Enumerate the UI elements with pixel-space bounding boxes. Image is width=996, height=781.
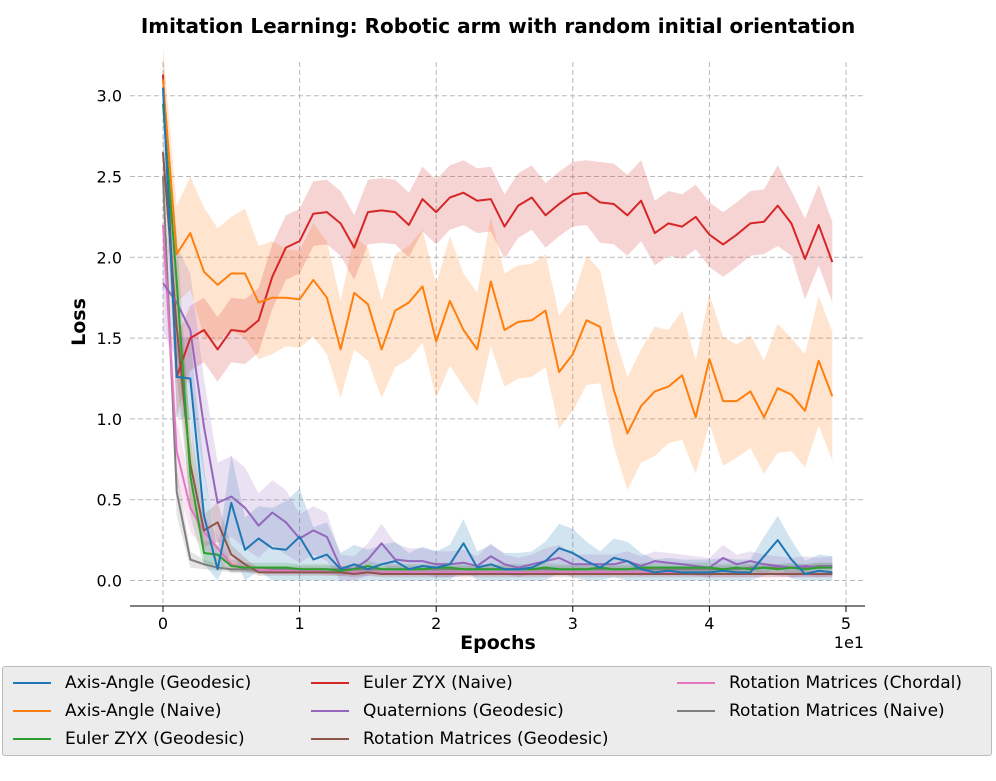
series-line-3: [162, 74, 834, 378]
chart-title: Imitation Learning: Robotic arm with ran…: [140, 14, 856, 38]
series-line-2: [162, 103, 833, 572]
legend-label: Rotation Matrices (Chordal): [729, 673, 962, 693]
x-axis-label: Epochs: [460, 632, 536, 654]
legend-swatch: [677, 710, 715, 712]
legend-swatch: [13, 738, 51, 740]
legend-item: Rotation Matrices (Naive): [677, 701, 945, 721]
x-offset-label: 1e1: [834, 633, 864, 652]
legend-swatch: [13, 682, 51, 684]
y-tick-label: 2.0: [97, 248, 122, 267]
legend-item: Euler ZYX (Geodesic): [13, 729, 245, 749]
legend-swatch: [311, 682, 349, 684]
legend-label: Rotation Matrices (Geodesic): [363, 729, 609, 749]
y-tick-label: 0.5: [97, 491, 122, 510]
y-tick-label: 3.0: [97, 87, 122, 106]
legend-label: Axis-Angle (Geodesic): [65, 673, 252, 693]
legend-item: Rotation Matrices (Geodesic): [311, 729, 609, 749]
y-tick-label: 1.0: [97, 410, 122, 429]
x-tick-label: 2: [431, 614, 441, 633]
legend-label: Rotation Matrices (Naive): [729, 701, 945, 721]
series-band-3: [163, 58, 833, 418]
x-tick-label: 3: [568, 614, 578, 633]
series-line-0: [162, 87, 833, 575]
legend-item: Axis-Angle (Geodesic): [13, 673, 251, 693]
series-band-1: [163, 47, 833, 490]
x-tick-label: 4: [704, 614, 714, 633]
band-layer: [163, 47, 833, 581]
x-tick-label: 0: [158, 614, 168, 633]
legend-item: Euler ZYX (Naive): [311, 673, 513, 693]
series-line-1: [162, 79, 834, 435]
legend-label: Euler ZYX (Naive): [363, 673, 513, 693]
legend-swatch: [13, 710, 51, 712]
grid-layer: [130, 62, 865, 606]
legend-swatch: [311, 710, 349, 712]
series-line-4: [162, 282, 833, 571]
x-tick-label: 1: [295, 614, 305, 633]
y-axis-label: Loss: [68, 298, 90, 346]
legend-label: Quaternions (Geodesic): [363, 701, 564, 721]
y-tick-label: 2.5: [97, 168, 122, 187]
legend-swatch: [677, 682, 715, 684]
axis-layer: 0 1 2 3 4 5 0.0 0.5 1.0 1.5 2.0 2.5 3.0: [97, 87, 865, 633]
series-band-0: [163, 71, 833, 581]
legend: Axis-Angle (Geodesic) Axis-Angle (Naive) E…: [2, 666, 992, 756]
legend-item: Rotation Matrices (Chordal): [677, 673, 962, 693]
legend-item: Quaternions (Geodesic): [311, 701, 564, 721]
x-tick-label: 5: [841, 614, 851, 633]
y-tick-label: 1.5: [97, 329, 122, 348]
legend-label: Euler ZYX (Geodesic): [65, 729, 245, 749]
line-layer: [162, 74, 834, 575]
y-tick-label: 0.0: [97, 572, 122, 591]
legend-label: Axis-Angle (Naive): [65, 701, 222, 721]
legend-item: Axis-Angle (Naive): [13, 701, 221, 721]
legend-swatch: [311, 738, 349, 740]
series-line-5: [162, 152, 833, 575]
